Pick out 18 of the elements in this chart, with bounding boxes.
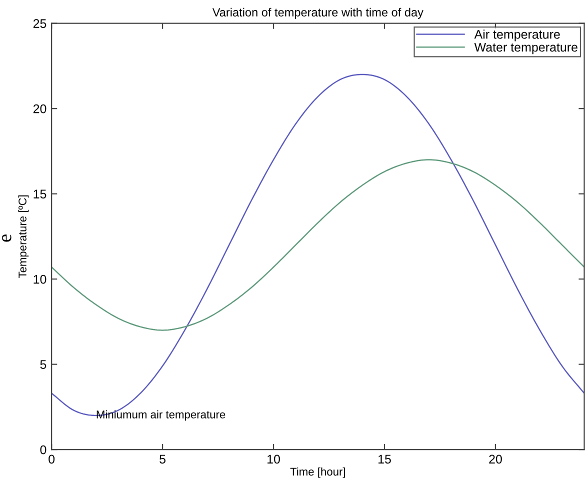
x-tick-label: 20	[489, 454, 502, 464]
y-tick-label: 10	[34, 274, 46, 284]
y-tick-label: 20	[33, 104, 46, 114]
y-axis-title: Temperature [ºC]	[18, 195, 29, 278]
x-tick-label: 0	[48, 454, 55, 464]
y-tick-label: 15	[34, 190, 46, 198]
x-tick-label: 10	[268, 454, 280, 464]
x-axis-title: Time [hour]	[290, 467, 345, 478]
y-tick-label: 0	[40, 445, 46, 454]
legend-label: Water temperature	[474, 42, 578, 54]
chart-title: Variation of temperature with time of day	[212, 8, 424, 19]
x-tick-label: 15	[378, 454, 391, 464]
y-tick-label: 5	[40, 360, 46, 369]
x-tick-label: 5	[160, 454, 166, 464]
legend-label: Air temperature	[474, 30, 560, 42]
y-tick-label: 25	[33, 19, 46, 28]
text: e	[2, 234, 12, 242]
annotation: Miniumum air temperature	[96, 410, 226, 421]
